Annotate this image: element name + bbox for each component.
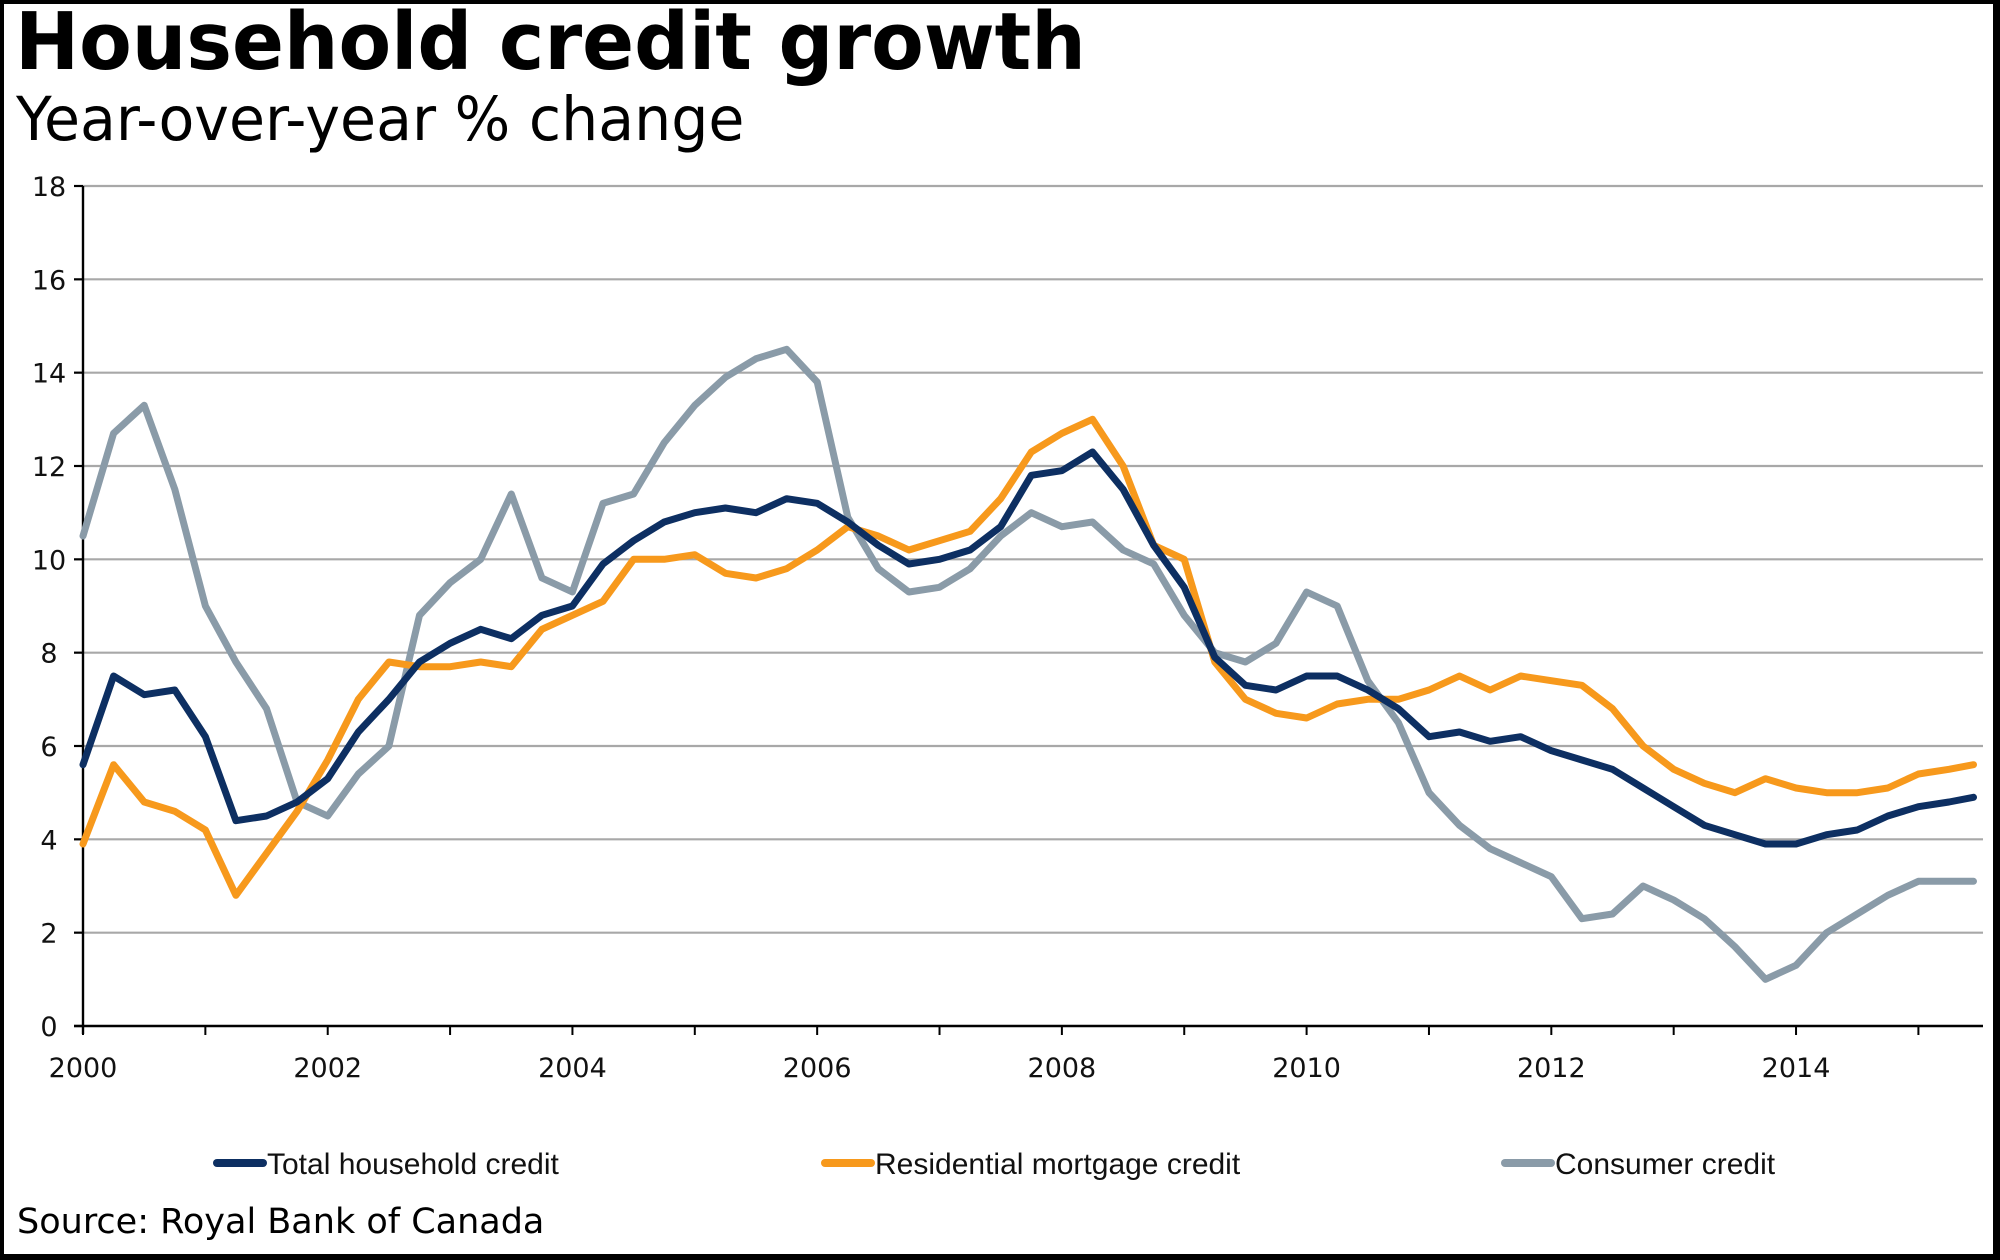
axes	[74, 184, 1983, 1035]
y-tick-label: 4	[40, 825, 57, 856]
legend-item: Consumer credit	[1501, 1148, 1776, 1181]
x-tick-label: 2012	[1517, 1053, 1586, 1084]
legend-item: Residential mortgage credit	[821, 1148, 1241, 1181]
gridlines	[83, 184, 1983, 934]
x-tick-label: 2000	[49, 1053, 118, 1084]
y-tick-label: 18	[32, 172, 66, 203]
legend-item: Total household credit	[213, 1148, 560, 1181]
series-lines	[79, 345, 1977, 983]
legend: Total household credit Residential mortga…	[213, 1148, 1776, 1181]
series-line-total-household-credit	[79, 448, 1977, 848]
legend-label: Total household credit	[267, 1148, 560, 1181]
series-line-consumer-credit	[79, 345, 1977, 983]
series-line-residential-mortgage-credit	[79, 415, 1977, 899]
x-tick-label: 2010	[1272, 1053, 1341, 1084]
y-tick-label: 16	[32, 265, 66, 296]
x-tick-label: 2002	[293, 1053, 362, 1084]
y-tick-label: 12	[32, 452, 66, 483]
y-tick-label: 10	[32, 545, 66, 576]
chart-title: Household credit growth	[15, 0, 1086, 88]
x-tick-labels: 2000 2002 2004 2006 2008 2010 2012 2014	[49, 1053, 1831, 1084]
chart-panel: Household credit growth Year-over-year %…	[4, 0, 1993, 1254]
y-tick-label: 6	[40, 732, 57, 763]
chart-subtitle: Year-over-year % change	[16, 84, 745, 155]
x-tick-label: 2004	[538, 1053, 607, 1084]
y-tick-label: 0	[40, 1012, 57, 1043]
y-tick-labels: 0 2 4 6 8 10 12 14 16 18	[32, 172, 66, 1043]
x-tick-label: 2008	[1028, 1053, 1097, 1084]
x-tick-label: 2014	[1762, 1053, 1831, 1084]
legend-label: Consumer credit	[1555, 1148, 1776, 1181]
x-tick-label: 2006	[783, 1053, 852, 1084]
y-tick-label: 8	[40, 639, 57, 670]
y-tick-label: 2	[40, 919, 57, 950]
legend-label: Residential mortgage credit	[875, 1148, 1241, 1181]
y-tick-label: 14	[32, 359, 66, 390]
source-note: Source: Royal Bank of Canada	[17, 1202, 545, 1242]
